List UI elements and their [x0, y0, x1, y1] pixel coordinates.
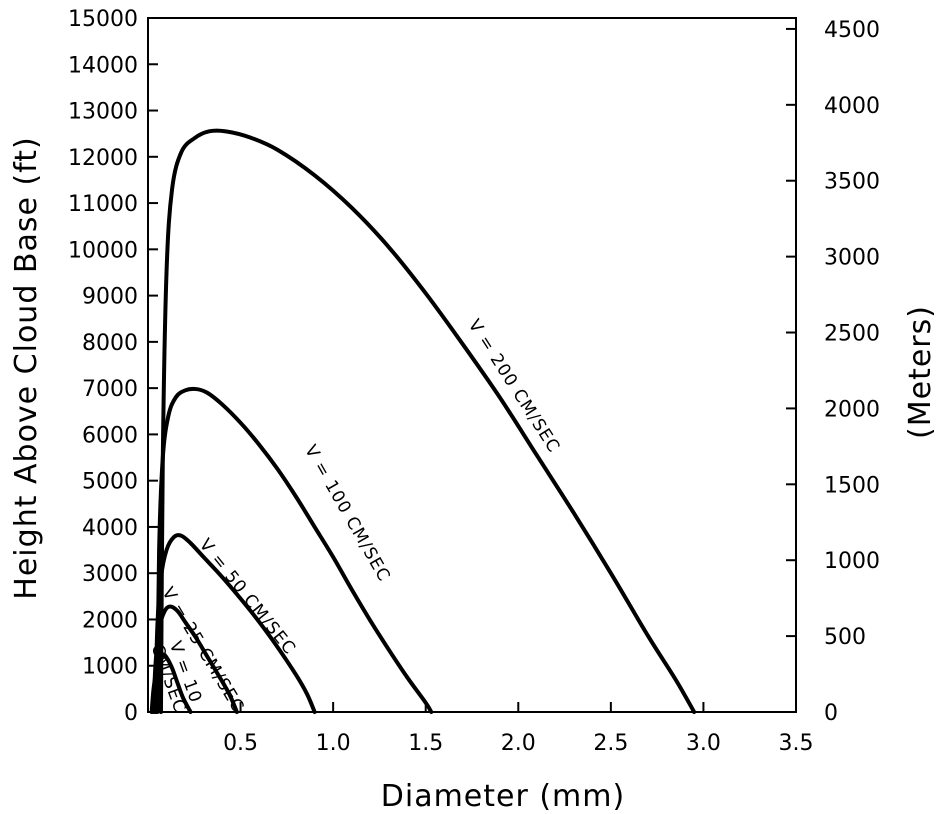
y-axis-title: Height Above Cloud Base (ft)	[9, 136, 44, 599]
y-tick-label: 6000	[82, 423, 138, 448]
y2-tick-label: 2000	[824, 397, 880, 422]
y2-tick-label: 2500	[824, 322, 880, 347]
series-line	[153, 533, 317, 714]
data-series	[149, 128, 697, 714]
y-tick-label: 9000	[82, 285, 138, 310]
y2-tick-label: 1000	[824, 549, 880, 574]
series-line	[149, 652, 193, 714]
y-tick-label: 1000	[82, 655, 138, 680]
series-label: V = 50 CM/SEC	[195, 535, 300, 659]
y2-tick-label: 3000	[824, 246, 880, 271]
series-line	[158, 128, 697, 714]
series-label: V = 200 CM/SEC	[464, 316, 564, 457]
y-tick-label: 11000	[68, 192, 138, 217]
x-tick-label: 1.0	[316, 731, 351, 756]
series-line	[155, 386, 434, 714]
y-tick-label: 10000	[68, 238, 138, 263]
y2-tick-label: 1500	[824, 473, 880, 498]
y-tick-label: 8000	[82, 331, 138, 356]
y-tick-label: 15000	[68, 7, 138, 32]
axis-tick-labels: 0100020003000400050006000700080009000100…	[68, 7, 880, 756]
y2-tick-label: 3500	[824, 170, 880, 195]
y2-axis-title: (Meters)	[903, 305, 938, 439]
y-tick-label: 13000	[68, 100, 138, 125]
y-tick-label: 3000	[82, 562, 138, 587]
y-tick-label: 7000	[82, 377, 138, 402]
x-tick-label: 0.5	[223, 731, 258, 756]
y2-tick-label: 4500	[824, 18, 880, 43]
y2-tick-label: 4000	[824, 94, 880, 119]
y-tick-label: 14000	[68, 53, 138, 78]
x-tick-label: 1.5	[408, 731, 443, 756]
y-tick-label: 2000	[82, 608, 138, 633]
x-tick-label: 3.5	[779, 731, 814, 756]
y-tick-label: 5000	[82, 470, 138, 495]
y-tick-label: 4000	[82, 516, 138, 541]
x-tick-label: 2.5	[593, 731, 628, 756]
series-label-text: V = 100 CM/SEC	[300, 442, 394, 586]
plot-frame	[147, 17, 797, 713]
series-label-text: V = 50 CM/SEC	[195, 535, 300, 659]
y2-tick-label: 500	[824, 625, 866, 650]
series-label-text: V = 200 CM/SEC	[464, 316, 564, 457]
y-tick-label: 0	[124, 701, 138, 726]
axis-ticks	[148, 17, 797, 713]
y2-tick-label: 0	[824, 701, 838, 726]
x-tick-label: 2.0	[501, 731, 536, 756]
series-label: V = 100 CM/SEC	[300, 442, 394, 586]
x-axis-title: Diameter (mm)	[381, 779, 625, 814]
y-tick-label: 12000	[68, 146, 138, 171]
series-line	[151, 604, 239, 714]
x-tick-label: 3.0	[686, 731, 721, 756]
